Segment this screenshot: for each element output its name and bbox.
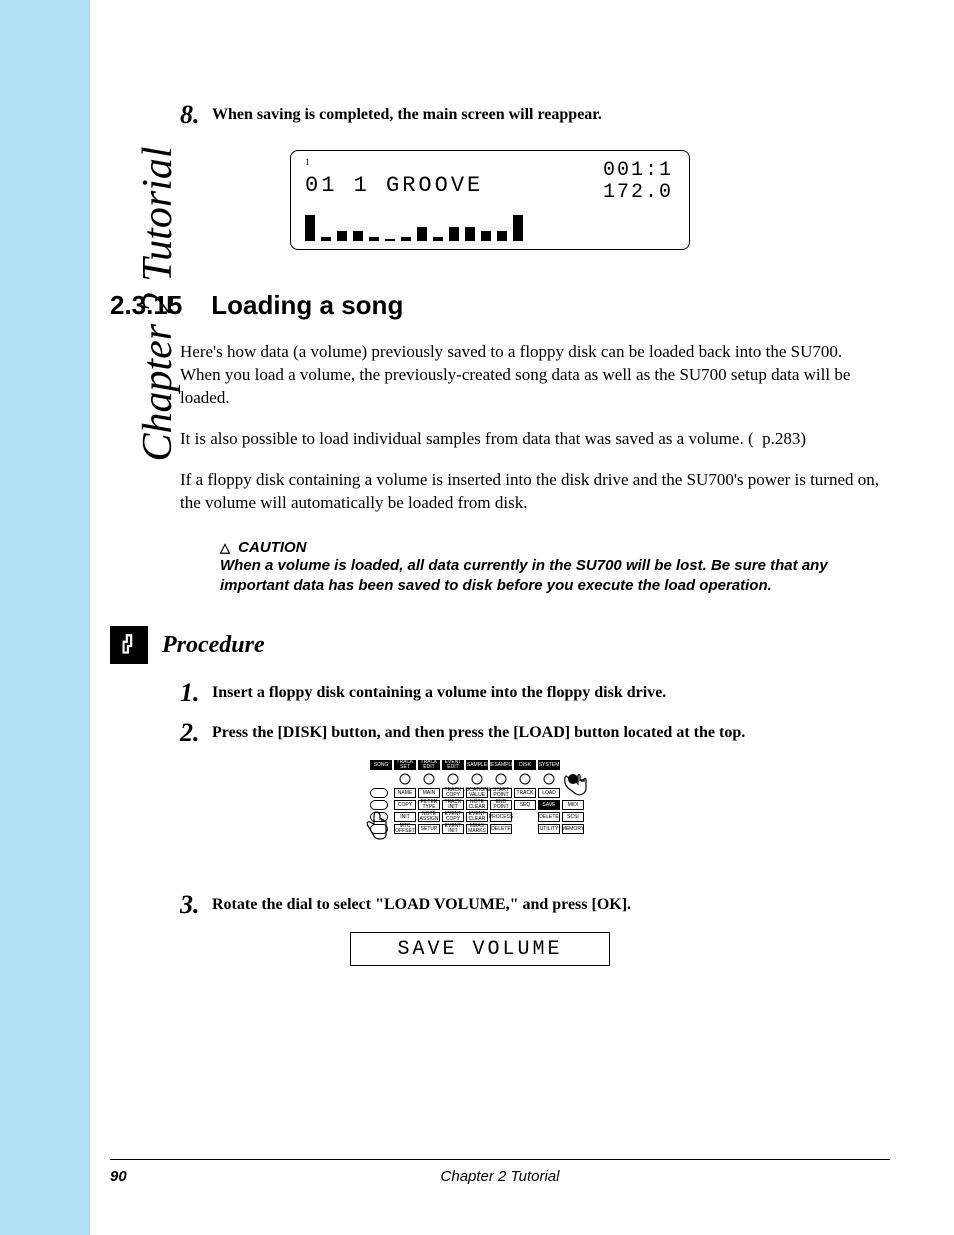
lcd-main-screen: 1 01 1 GROOVE 001:1 172.0: [290, 150, 690, 250]
panel-button: SCSI: [562, 812, 584, 822]
intro-paragraph-3: If a floppy disk containing a volume is …: [180, 469, 880, 515]
panel-button: DELETE: [490, 824, 512, 834]
procedure-step-3: 3. Rotate the dial to select "LOAD VOLUM…: [180, 890, 890, 920]
panel-button: TRACK: [514, 788, 536, 798]
lcd-bar: [385, 239, 395, 241]
lcd-bar: [353, 231, 363, 241]
panel-knob: [514, 772, 536, 786]
section-number: 2.3.15: [110, 290, 182, 320]
lcd-measure-beat: 001:1: [603, 159, 673, 182]
panel-button: LOAD: [538, 788, 560, 798]
step-8-number: 8.: [180, 100, 208, 130]
step-3-text: Rotate the dial to select "LOAD VOLUME,"…: [212, 890, 872, 914]
lcd-bar: [465, 227, 475, 241]
intro-paragraph-2: It is also possible to load individual s…: [180, 428, 880, 451]
panel-button: TRACK SET: [394, 760, 416, 770]
section-title: Loading a song: [211, 290, 403, 320]
panel-button: NOTE CLEAR: [466, 800, 488, 810]
button-panel-figure: SONGTRACK SETTRACK EDITEVENT EDITSAMPLER…: [370, 760, 590, 870]
panel-knob: [538, 772, 560, 786]
step-1-number: 1.: [180, 678, 208, 708]
lcd-bar: [417, 227, 427, 241]
panel-button: COPY: [394, 800, 416, 810]
procedure-title: Procedure: [162, 632, 265, 659]
section-heading: 2.3.15 Loading a song: [110, 290, 890, 321]
lcd-level-bars: [305, 211, 523, 241]
panel-button: SAVE: [538, 800, 560, 810]
intro-paragraph-1: Here's how data (a volume) previously sa…: [180, 341, 880, 410]
panel-button: MAIN: [418, 788, 440, 798]
panel-button: SYSTEM: [538, 760, 560, 770]
lcd-bar: [369, 237, 379, 241]
page-footer: 90 Chapter 2 Tutorial: [110, 1159, 890, 1185]
lcd-bar: [497, 231, 507, 241]
hand-pointer-left-icon: [362, 808, 392, 844]
panel-button: TRACK COPY: [442, 788, 464, 798]
lcd-bar: [337, 231, 347, 241]
step-1-text: Insert a floppy disk containing a volume…: [212, 678, 872, 702]
caution-text: When a volume is loaded, all data curren…: [220, 556, 880, 597]
lcd-bar: [481, 231, 491, 241]
caution-box: △ CAUTION When a volume is loaded, all d…: [220, 539, 880, 597]
panel-button: MEMORY: [562, 824, 584, 834]
panel-button: NAME: [394, 788, 416, 798]
caution-label-text: CAUTION: [238, 539, 306, 556]
procedure-step-1: 1. Insert a floppy disk containing a vol…: [180, 678, 890, 708]
caution-label: △ CAUTION: [220, 539, 880, 556]
panel-button: EVENT EDIT: [442, 760, 464, 770]
lcd-song-name: 01 1 GROOVE: [305, 173, 483, 198]
panel-button: FILTER TYPE: [418, 800, 440, 810]
panel-button: SEQ: [514, 800, 536, 810]
panel-button: UTILITY: [538, 824, 560, 834]
side-blue-strip: [0, 0, 90, 1235]
panel-button: DELETE: [538, 812, 560, 822]
lcd-bar: [305, 215, 315, 241]
lcd-save-volume: SAVE VOLUME: [350, 932, 610, 966]
panel-button: INIT: [394, 812, 416, 822]
panel-button: SETUP: [418, 824, 440, 834]
hand-pointer-top-icon: [560, 770, 596, 802]
panel-button: SAMPLE: [466, 760, 488, 770]
panel-knob: [466, 772, 488, 786]
lcd-bar: [401, 237, 411, 241]
panel-button: START POINT: [490, 788, 512, 798]
footer-rule: [110, 1159, 890, 1160]
panel-button: NOTE ASSIGN: [418, 812, 440, 822]
procedure-heading-row: Procedure: [110, 626, 890, 664]
panel-knob: [418, 772, 440, 786]
step-3-number: 3.: [180, 890, 208, 920]
footer-chapter-title: Chapter 2 Tutorial: [110, 1168, 890, 1185]
panel-button: EVENT CLEAR: [466, 812, 488, 822]
panel-button: DISK: [514, 760, 536, 770]
step-8-text: When saving is completed, the main scree…: [212, 100, 872, 124]
panel-knob: [394, 772, 416, 786]
panel-button: EVENT COPY: [442, 812, 464, 822]
panel-button: MEAS MARKS: [466, 824, 488, 834]
panel-button: PROCESS: [490, 812, 512, 822]
panel-button: TRACK EDIT: [418, 760, 440, 770]
warning-icon: △: [220, 540, 230, 556]
panel-button: RESAMPLE: [490, 760, 512, 770]
panel-button: MTC OFFSET: [394, 824, 416, 834]
lcd-bar: [321, 237, 331, 241]
panel-button: TRACK INIT: [442, 800, 464, 810]
step-2-number: 2.: [180, 718, 208, 748]
lcd-bar: [433, 237, 443, 241]
panel-button: EVENT INIT: [442, 824, 464, 834]
step-8: 8. When saving is completed, the main sc…: [180, 100, 890, 130]
step-2-text: Press the [DISK] button, and then press …: [212, 718, 872, 742]
panel-button: SONG: [370, 760, 392, 770]
lcd-bar: [513, 215, 523, 241]
lcd-track-indicator: 1: [305, 157, 310, 167]
panel-side-button: [370, 788, 388, 798]
lcd-tempo: 172.0: [603, 181, 673, 204]
lcd-bar: [449, 227, 459, 241]
procedure-icon: [110, 626, 148, 664]
procedure-step-2: 2. Press the [DISK] button, and then pre…: [180, 718, 890, 748]
panel-button: END POINT: [490, 800, 512, 810]
panel-knob: [490, 772, 512, 786]
panel-knob: [442, 772, 464, 786]
panel-button: LOCATION& VALUE: [466, 788, 488, 798]
page-content: 8. When saving is completed, the main sc…: [110, 100, 890, 966]
